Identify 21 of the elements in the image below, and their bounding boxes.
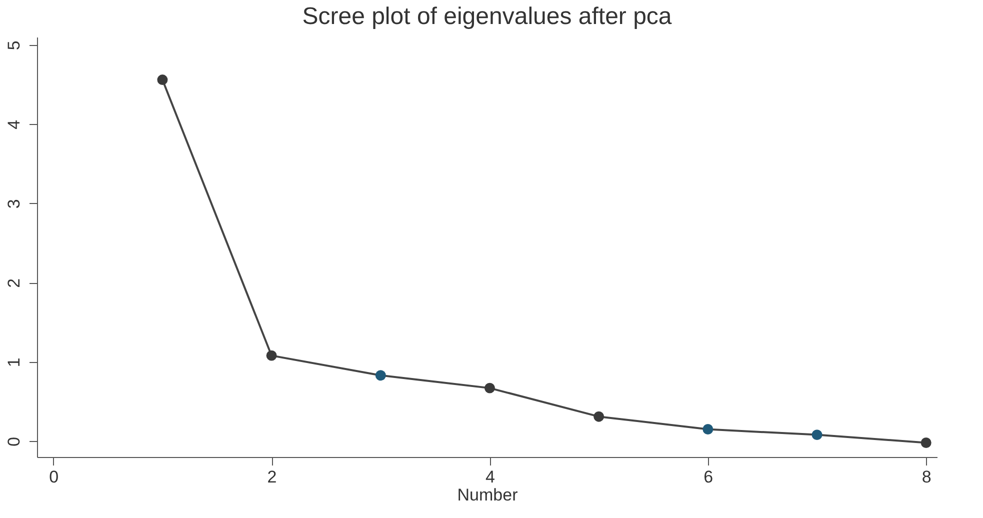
y-tick-label: 2 — [4, 278, 24, 288]
y-tick-label: 4 — [4, 120, 24, 130]
point — [266, 350, 277, 361]
x-axis-title: Number — [457, 486, 518, 504]
point — [702, 424, 714, 434]
x-tick-label: 0 — [49, 468, 59, 486]
x-tick-label: 4 — [485, 468, 495, 486]
x-tick-label: 8 — [922, 468, 932, 486]
chart-title: Scree plot of eigenvalues after pca — [302, 3, 672, 30]
y-tick-label: 3 — [4, 199, 24, 209]
point — [812, 430, 822, 440]
x-tick-label: 6 — [704, 468, 714, 486]
y-tick-label: 0 — [4, 436, 24, 446]
x-tick-label: 2 — [267, 468, 277, 486]
point — [920, 438, 932, 448]
y-tick-label: 5 — [4, 40, 24, 50]
point — [157, 74, 168, 86]
y-tick-label: 1 — [4, 358, 24, 368]
point — [375, 370, 386, 381]
point — [594, 411, 604, 422]
point — [484, 382, 495, 394]
